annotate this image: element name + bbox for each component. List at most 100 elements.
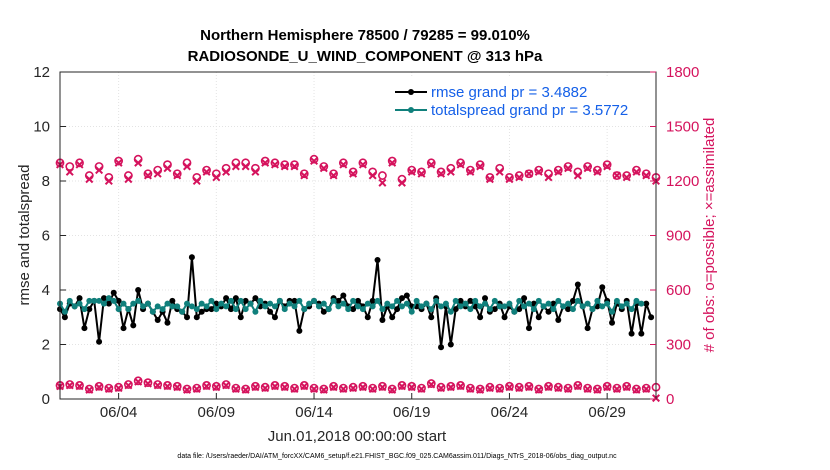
totalspread-point: [208, 297, 215, 304]
obs-assimilated-marker: [300, 171, 309, 180]
obs-possible-marker: [592, 165, 602, 175]
totalspread-point: [584, 300, 591, 307]
legend-marker-rmse: [408, 89, 414, 95]
rmse-point: [398, 295, 405, 302]
obs-assimilated-marker: [612, 171, 621, 180]
rmse-point: [227, 306, 234, 313]
obs-assimilated-marker: [515, 173, 524, 182]
totalspread-point: [130, 300, 137, 307]
obs-possible-low-marker: [133, 376, 143, 386]
obs-assimilated-marker: [593, 167, 602, 176]
y-tick-label-right: 1200: [666, 173, 699, 190]
obs-assimilated-marker: [339, 160, 348, 169]
obs-possible-low-marker: [485, 382, 495, 392]
obs-assimilated-marker: [349, 169, 358, 178]
totalspread-point: [320, 300, 327, 307]
obs-assimilated-marker: [319, 164, 328, 173]
obs-assimilated-low-marker: [85, 385, 94, 394]
totalspread-point: [560, 303, 567, 310]
y-tick-label-right: 300: [666, 337, 691, 354]
obs-possible-marker: [387, 156, 397, 166]
totalspread-point: [442, 300, 449, 307]
obs-possible-marker: [329, 169, 338, 179]
rmse-point: [389, 314, 396, 321]
obs-assimilated-marker: [310, 157, 319, 166]
obs-possible-low-marker: [75, 380, 84, 390]
obs-assimilated-marker: [554, 167, 563, 176]
obs-possible-marker: [280, 160, 290, 170]
x-tick-label: 06/29: [588, 404, 626, 421]
obs-assimilated-marker: [134, 158, 143, 167]
rmse-point: [208, 306, 215, 313]
totalspread-point: [252, 308, 259, 315]
totalspread-point: [179, 308, 186, 315]
obs-possible-marker: [553, 165, 563, 175]
totalspread-point: [247, 300, 254, 307]
obs-possible-marker: [641, 169, 651, 179]
obs-possible-marker: [475, 160, 485, 170]
obs-possible-marker: [114, 156, 124, 166]
obs-assimilated-low-marker: [524, 383, 533, 392]
obs-possible-low-marker: [583, 383, 593, 393]
y-tick-label-left: 10: [33, 119, 50, 136]
obs-possible-marker: [270, 158, 280, 168]
obs-possible-low-marker: [192, 383, 202, 393]
obs-assimilated-low-marker: [173, 383, 182, 392]
obs-assimilated-marker: [437, 169, 446, 178]
rmse-point: [320, 308, 327, 315]
x-tick-label: 06/19: [393, 404, 431, 421]
obs-assimilated-low-marker: [456, 382, 465, 391]
obs-possible-marker: [505, 172, 514, 182]
obs-possible-low-marker: [104, 383, 114, 393]
obs-assimilated-low-marker: [153, 381, 162, 390]
rmse-point: [130, 322, 137, 329]
obs-possible-marker: [436, 167, 446, 177]
totalspread-point: [350, 297, 357, 304]
obs-possible-low-marker: [94, 381, 104, 391]
rmse-point: [482, 295, 489, 302]
obs-assimilated-low-marker: [319, 385, 328, 394]
obs-possible-low-marker: [465, 383, 475, 393]
obs-possible-marker: [143, 169, 153, 179]
obs-assimilated-marker: [75, 160, 84, 169]
obs-assimilated-marker: [642, 171, 651, 180]
y-tick-label-left: 2: [42, 337, 50, 354]
rmse-point: [477, 314, 484, 321]
obs-assimilated-marker: [534, 167, 543, 176]
totalspread-point: [579, 303, 586, 310]
totalspread-point: [232, 306, 239, 313]
totalspread-point: [61, 308, 68, 315]
obs-assimilated-marker: [212, 173, 221, 182]
obs-assimilated-low-marker: [339, 385, 348, 394]
obs-possible-low-marker: [231, 383, 241, 393]
rmse-point: [643, 300, 650, 307]
obs-assimilated-low-marker: [397, 382, 406, 391]
legend-marker-spread: [408, 107, 414, 113]
obs-assimilated-low-marker: [143, 379, 152, 388]
obs-possible-marker: [319, 162, 329, 171]
totalspread-point: [633, 297, 640, 304]
totalspread-point: [135, 297, 142, 304]
obs-assimilated-low-marker: [378, 383, 387, 392]
obs-assimilated-low-marker: [446, 383, 455, 392]
totalspread-point: [359, 306, 366, 313]
rmse-point: [379, 316, 386, 323]
rmse-point: [61, 314, 68, 321]
totalspread-point: [164, 300, 171, 307]
rmse-point: [374, 257, 381, 264]
obs-assimilated-low-marker: [212, 383, 221, 392]
obs-possible-low-marker: [309, 383, 319, 393]
totalspread-point: [589, 306, 596, 313]
obs-assimilated-marker: [192, 176, 201, 186]
obs-possible-low-marker: [153, 380, 163, 389]
rmse-point: [467, 297, 474, 304]
rmse-point: [648, 314, 655, 321]
obs-assimilated-marker: [446, 167, 455, 176]
obs-assimilated-low-marker: [593, 385, 602, 394]
grid: [60, 72, 656, 399]
rmse-point: [521, 295, 528, 302]
obs-assimilated-low-marker: [544, 383, 553, 392]
obs-assimilated-low-marker: [163, 382, 172, 391]
totalspread-point: [565, 300, 572, 307]
obs-possible-low-marker: [211, 381, 221, 391]
